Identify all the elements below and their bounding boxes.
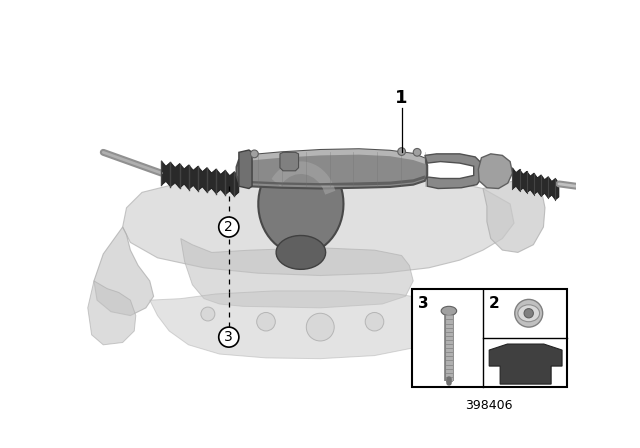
Circle shape [413, 148, 421, 156]
Circle shape [426, 302, 440, 316]
Polygon shape [259, 154, 344, 254]
Polygon shape [271, 161, 335, 194]
Polygon shape [88, 281, 136, 345]
Polygon shape [280, 152, 298, 171]
Polygon shape [150, 291, 443, 359]
Circle shape [257, 313, 275, 331]
Ellipse shape [524, 309, 533, 318]
Ellipse shape [441, 306, 457, 315]
Bar [412, 289, 566, 387]
Ellipse shape [515, 299, 543, 327]
Text: 2: 2 [489, 296, 500, 311]
Polygon shape [239, 150, 252, 189]
Polygon shape [513, 168, 559, 200]
Circle shape [307, 313, 334, 341]
Text: 2: 2 [225, 220, 233, 234]
Circle shape [201, 307, 215, 321]
Circle shape [365, 313, 384, 331]
Polygon shape [483, 181, 545, 252]
Polygon shape [489, 344, 562, 384]
Text: 398406: 398406 [465, 400, 513, 413]
Polygon shape [123, 171, 514, 276]
Circle shape [397, 148, 406, 155]
Polygon shape [161, 161, 239, 196]
Text: 3: 3 [418, 296, 429, 311]
Polygon shape [94, 227, 154, 315]
Polygon shape [239, 149, 425, 164]
Polygon shape [276, 236, 326, 269]
Ellipse shape [518, 305, 540, 322]
Text: 3: 3 [225, 330, 233, 344]
Polygon shape [425, 154, 481, 189]
Circle shape [219, 327, 239, 347]
Circle shape [219, 217, 239, 237]
Polygon shape [237, 149, 428, 189]
Polygon shape [180, 238, 413, 308]
Circle shape [250, 150, 259, 158]
Polygon shape [478, 154, 513, 189]
Text: 1: 1 [396, 90, 408, 108]
Polygon shape [239, 176, 425, 185]
